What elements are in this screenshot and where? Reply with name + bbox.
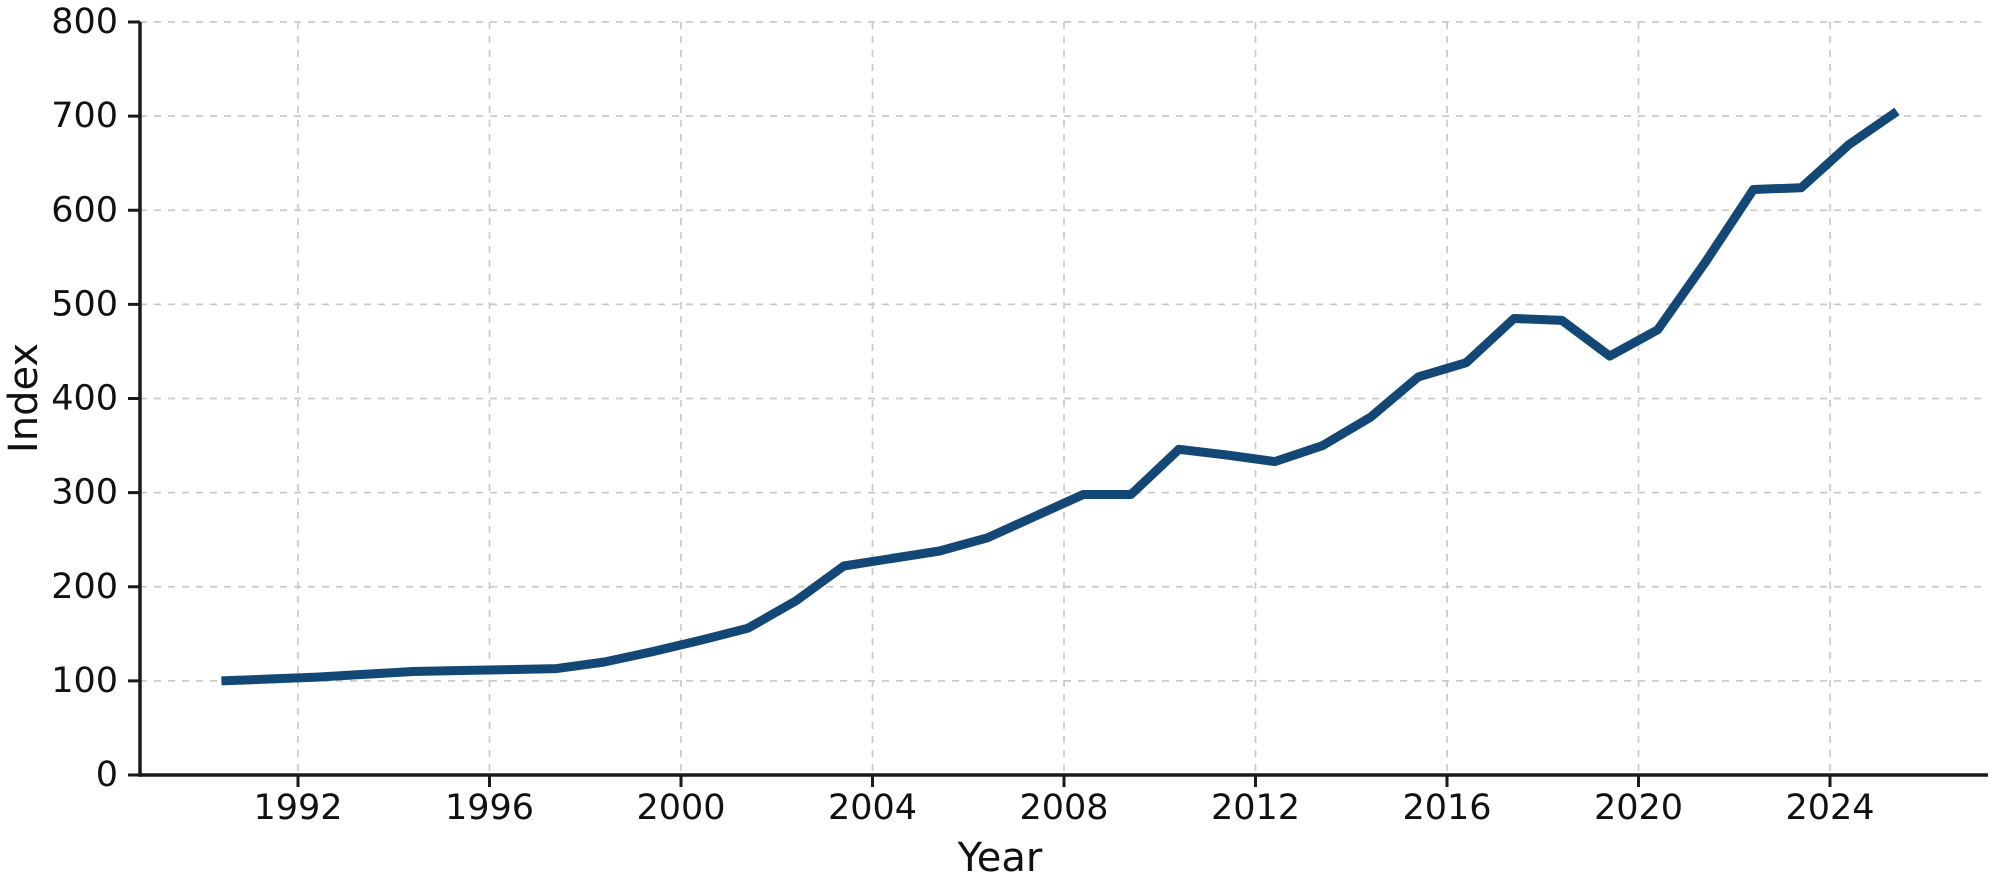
y-tick-label: 100 bbox=[51, 661, 118, 701]
x-tick-label: 2012 bbox=[1211, 788, 1300, 828]
x-tick-label: 2000 bbox=[636, 788, 725, 828]
y-tick-label: 400 bbox=[51, 379, 118, 419]
y-tick-label: 200 bbox=[51, 567, 118, 607]
x-tick-label: 2016 bbox=[1402, 788, 1491, 828]
index-data-line bbox=[221, 107, 1900, 686]
x-tick-label: 2008 bbox=[1019, 788, 1108, 828]
x-tick-label: 2024 bbox=[1785, 788, 1874, 828]
x-tick-label: 2020 bbox=[1594, 788, 1683, 828]
x-tick-label: 1996 bbox=[445, 788, 534, 828]
y-tick-label: 300 bbox=[51, 473, 118, 513]
x-tick-label: 1992 bbox=[253, 788, 342, 828]
x-axis-title: Year bbox=[957, 835, 1043, 881]
y-tick-label: 800 bbox=[51, 2, 118, 42]
y-tick-label: 600 bbox=[51, 190, 118, 230]
x-tick-label: 2004 bbox=[828, 788, 917, 828]
y-tick-label: 500 bbox=[51, 284, 118, 324]
y-tick-label: 0 bbox=[96, 755, 118, 795]
y-tick-label: 700 bbox=[51, 96, 118, 136]
y-axis-title: Index bbox=[1, 342, 47, 454]
